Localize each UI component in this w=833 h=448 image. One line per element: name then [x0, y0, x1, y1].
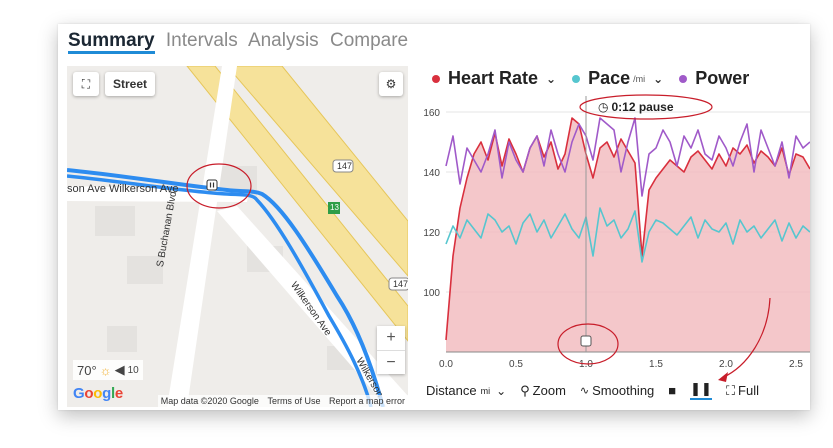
- smoothing-label: Smoothing: [592, 383, 655, 398]
- search-icon: ⚲: [520, 382, 530, 398]
- road-wilkerson-west: [67, 186, 249, 202]
- pause-badge: ◷ 0:12 pause: [598, 100, 674, 114]
- shield-label: 147: [337, 161, 353, 171]
- heart-rate-dot: [432, 74, 440, 83]
- map-footer: Map data ©2020 Google Terms of Use Repor…: [157, 395, 408, 407]
- legend-unit: /mi: [633, 73, 646, 84]
- fullscreen-map-button[interactable]: ⛶: [73, 72, 99, 96]
- shield-label: 13: [330, 203, 339, 212]
- map-settings-button[interactable]: ⚙: [379, 72, 403, 96]
- highway-road: [226, 66, 408, 277]
- comment-icon: ■: [668, 383, 677, 398]
- power-dot: [679, 74, 688, 83]
- tab-summary[interactable]: Summary: [68, 30, 155, 54]
- route-shield: [388, 277, 408, 291]
- legend-power[interactable]: Power: [679, 68, 749, 89]
- sun-icon: ☼: [99, 362, 112, 378]
- tab-intervals[interactable]: Intervals: [165, 30, 238, 51]
- smoothing-icon: ∿: [579, 385, 590, 397]
- road-wilkerson: [217, 206, 408, 407]
- annotation-circle: [186, 163, 252, 209]
- wind-icon: ◀: [114, 362, 125, 377]
- tab-bar: Summary Intervals Analysis Compare: [68, 30, 414, 54]
- road-label: son Ave Wilkerson Ave: [67, 183, 179, 195]
- map-canvas: [67, 66, 408, 407]
- expand-icon: ⛶: [81, 76, 91, 91]
- chart-toolbar: Distance mi ⌄ ⚲ Zoom ∿ Smoothing ■ ❚❚ ⛶ …: [426, 381, 773, 400]
- legend-label: Power: [695, 68, 750, 88]
- tab-compare[interactable]: Compare: [329, 30, 409, 51]
- clock-icon: ◷: [598, 100, 609, 114]
- chevron-down-icon: ⌄: [653, 71, 664, 86]
- weather-badge: 70° ☼ ◀ 10: [73, 360, 143, 380]
- x-tick-label: 2.5: [789, 359, 803, 370]
- chevron-down-icon: ⌄: [496, 383, 507, 398]
- zoom-label: Zoom: [532, 383, 566, 398]
- zoom-out-button[interactable]: −: [377, 350, 405, 375]
- route-line: [67, 174, 373, 407]
- full-label: Full: [738, 383, 759, 398]
- shield-label: 147: [393, 279, 408, 289]
- pause-marker-icon[interactable]: [206, 179, 218, 191]
- pause-label: 0:12 pause: [611, 100, 674, 114]
- y-tick-label: 160: [423, 108, 440, 119]
- route-map[interactable]: 147 13 147 son Ave Wilkerson Ave S Bucha…: [67, 66, 408, 407]
- annotation-circle: [557, 323, 619, 365]
- map-building: [95, 206, 135, 236]
- comment-button[interactable]: ■: [668, 383, 676, 398]
- zoom-button[interactable]: ⚲ Zoom: [520, 383, 566, 399]
- pause-marker-icon: [580, 335, 592, 347]
- y-tick-label: 100: [423, 288, 440, 299]
- pause-toggle-button[interactable]: ❚❚: [690, 381, 712, 400]
- legend-label: Pace: [588, 68, 631, 88]
- report-link[interactable]: Report a map error: [328, 396, 405, 406]
- google-logo: Google: [73, 385, 123, 402]
- terms-link[interactable]: Terms of Use: [267, 396, 321, 406]
- annotation-arrow: [718, 297, 771, 382]
- expand-icon: ⛶: [725, 382, 736, 398]
- y-tick-label: 120: [423, 228, 440, 239]
- pace-dot: [572, 74, 581, 83]
- route-line: [67, 168, 385, 407]
- series-area-heart-rate: [446, 118, 810, 352]
- y-tick-label: 140: [423, 168, 440, 179]
- wind-speed: 10: [127, 364, 139, 376]
- distance-label: Distance: [426, 383, 477, 398]
- x-tick-label: 1.5: [649, 359, 663, 370]
- road-buchanan: [167, 66, 237, 407]
- pause-icon: ❚❚: [690, 381, 712, 396]
- route-shield: [328, 202, 340, 214]
- map-type-button[interactable]: Street: [105, 72, 155, 96]
- smoothing-button[interactable]: ∿ Smoothing: [580, 383, 654, 398]
- chart-legend: Heart Rate ⌄ Pace /mi ⌄ Power: [432, 68, 765, 89]
- series-line-heart-rate: [445, 117, 810, 341]
- temperature: 70°: [77, 362, 97, 378]
- zoom-control: + −: [377, 326, 405, 374]
- legend-pace[interactable]: Pace /mi ⌄: [572, 68, 663, 89]
- gear-icon: ⚙: [385, 77, 397, 91]
- map-building: [127, 256, 163, 284]
- distance-unit: mi: [480, 385, 491, 396]
- full-button[interactable]: ⛶ Full: [726, 383, 759, 399]
- x-tick-label: 2.0: [719, 359, 733, 370]
- x-tick-label: 0.0: [439, 359, 453, 370]
- x-tick-label: 0.5: [509, 359, 523, 370]
- highway-ramp: [186, 66, 408, 342]
- map-building: [107, 326, 137, 352]
- legend-label: Heart Rate: [448, 68, 539, 88]
- map-data-text: Map data ©2020 Google: [160, 396, 259, 406]
- zoom-in-button[interactable]: +: [386, 329, 396, 346]
- legend-heart-rate[interactable]: Heart Rate ⌄: [432, 68, 556, 89]
- route-shield: [332, 159, 354, 173]
- pause-annotation: [579, 94, 713, 120]
- series-line-pace: [445, 207, 810, 263]
- distance-selector[interactable]: Distance mi ⌄: [426, 383, 506, 398]
- series-line-power: [445, 117, 810, 197]
- chevron-down-icon: ⌄: [546, 71, 557, 86]
- activity-card: Summary Intervals Analysis Compare: [58, 24, 810, 410]
- tab-analysis[interactable]: Analysis: [247, 30, 319, 51]
